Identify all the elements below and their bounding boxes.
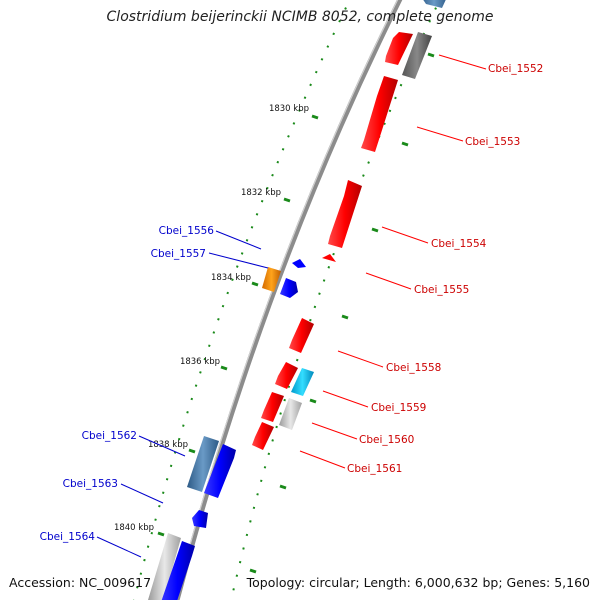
gene-cbei-1563[interactable] [192, 510, 208, 528]
label-cbei-1564[interactable]: Cbei_1564 [40, 531, 96, 543]
label-cbei-1557[interactable]: Cbei_1557 [151, 248, 206, 260]
right-leader-lines [299, 54, 487, 469]
label-cbei-1554[interactable]: Cbei_1554 [431, 238, 487, 250]
gene-cbei-1553[interactable] [361, 76, 398, 152]
label-cbei-1563[interactable]: Cbei_1563 [63, 478, 118, 490]
topology-summary: Topology: circular; Length: 6,000,632 bp… [246, 575, 590, 590]
gene-cbei-1551[interactable] [420, 0, 448, 8]
scale-label-1838: 1838 kbp [148, 440, 188, 450]
gene-cbei-1557-orange[interactable] [262, 267, 281, 292]
forward-strand-genes [252, 0, 448, 450]
gene-cbei-1556[interactable] [292, 259, 306, 268]
gene-cbei-1552[interactable] [385, 32, 413, 65]
gene-cbei-1558[interactable] [289, 318, 314, 353]
label-cbei-1558[interactable]: Cbei_1558 [386, 362, 441, 374]
map-title: Clostridium beijerinckii NCIMB 8052, com… [106, 9, 494, 25]
gene-cbei-1559[interactable] [275, 362, 298, 389]
gene-cbei-1561[interactable] [252, 422, 274, 450]
gene-cbei-1564-gray[interactable] [148, 533, 181, 600]
reverse-strand-genes [148, 259, 306, 600]
outer-ticks [249, 52, 435, 574]
gene-cbei-1562[interactable] [204, 444, 236, 498]
scale-label-1840: 1840 kbp [114, 523, 154, 533]
right-gene-labels: Cbei_1552 Cbei_1553 Cbei_1554 Cbei_1555 … [347, 63, 543, 475]
left-gene-labels: Cbei_1556 Cbei_1557 Cbei_1562 Cbei_1563 … [40, 225, 215, 543]
gene-cbei-1554[interactable] [328, 180, 362, 248]
scale-label-1832: 1832 kbp [241, 188, 281, 198]
label-cbei-1562[interactable]: Cbei_1562 [82, 430, 137, 442]
genome-backbone-highlight [174, 0, 399, 600]
gene-cbei-1562-steel[interactable] [187, 436, 219, 492]
accession-text: Accession: NC_009617 [9, 575, 152, 590]
gene-cbei-1560-gray[interactable] [279, 398, 302, 430]
scale-label-1830: 1830 kbp [269, 104, 309, 114]
label-cbei-1559[interactable]: Cbei_1559 [371, 402, 426, 414]
gene-cbei-1557[interactable] [280, 278, 298, 298]
gene-cbei-1564[interactable] [160, 541, 195, 600]
scale-label-1836: 1836 kbp [180, 357, 220, 367]
scale-track-outer [230, 0, 441, 600]
gene-cbei-1560[interactable] [261, 392, 284, 422]
label-cbei-1553[interactable]: Cbei_1553 [465, 136, 520, 148]
label-cbei-1556[interactable]: Cbei_1556 [159, 225, 215, 237]
label-cbei-1552[interactable]: Cbei_1552 [488, 63, 543, 75]
label-cbei-1560[interactable]: Cbei_1560 [359, 434, 414, 446]
label-cbei-1555[interactable]: Cbei_1555 [414, 284, 469, 296]
gene-cbei-1555[interactable] [322, 254, 336, 262]
genome-backbone [174, 0, 403, 600]
major-ticks [157, 114, 319, 537]
scale-track-inner [133, 0, 351, 600]
scale-labels: 1830 kbp 1832 kbp 1834 kbp 1836 kbp 1838… [114, 104, 309, 533]
scale-label-1834: 1834 kbp [211, 273, 251, 283]
gene-cbei-1552-neighbor[interactable] [402, 32, 432, 79]
label-cbei-1561[interactable]: Cbei_1561 [347, 463, 402, 475]
left-leader-lines [96, 230, 269, 558]
gene-cbei-1559-cyan[interactable] [291, 368, 314, 396]
